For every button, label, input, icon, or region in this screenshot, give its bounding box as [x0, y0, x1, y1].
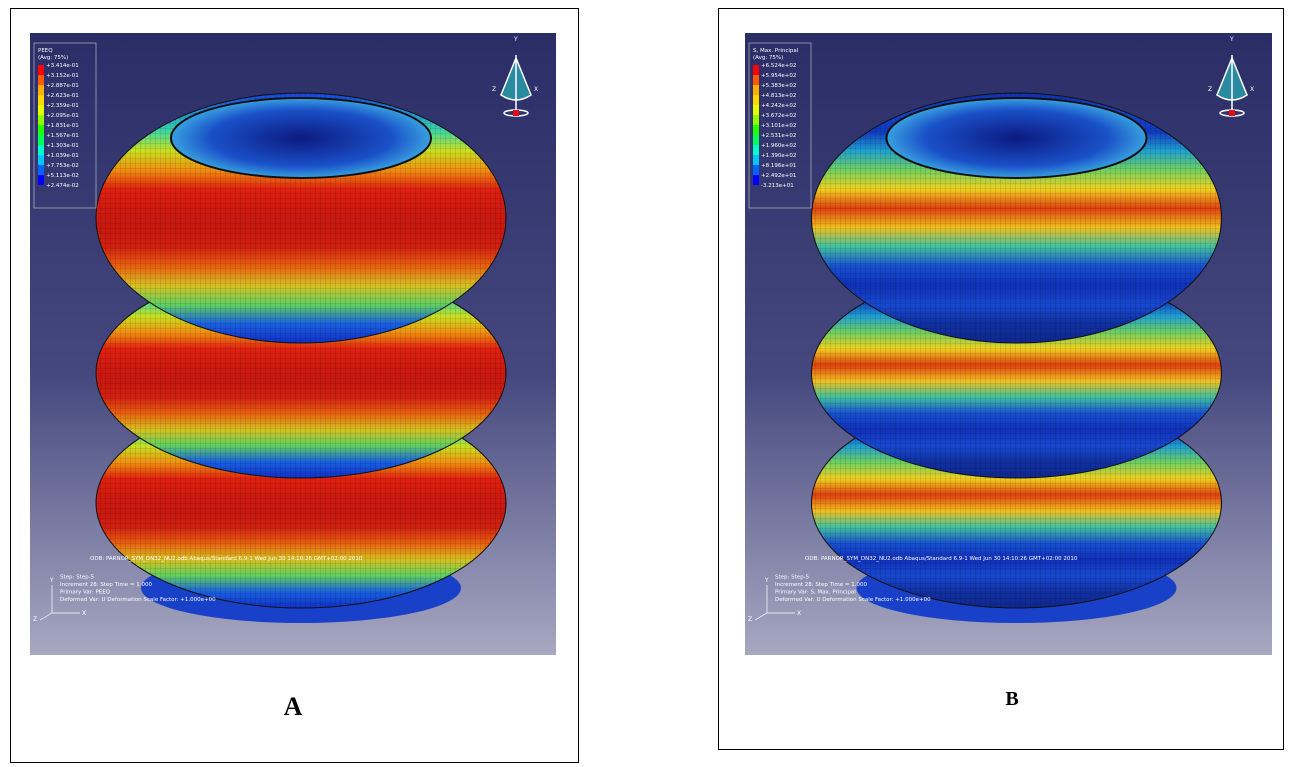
legend-title: S, Max. Principal — [753, 48, 799, 54]
legend-value: +4.242e+02 — [761, 103, 796, 109]
legend-value: -3.213e+01 — [761, 183, 794, 189]
legend-swatch — [753, 105, 759, 115]
triad-label: Z — [748, 616, 752, 623]
legend-swatch — [38, 75, 44, 85]
legend-swatch — [753, 65, 759, 75]
legend-value: +1.960e+02 — [761, 143, 796, 149]
legend-value: +5.954e+02 — [761, 73, 796, 79]
legend-swatch — [38, 125, 44, 135]
legend-value: +5.383e+02 — [761, 83, 796, 89]
legend-value: +5.113e-02 — [46, 173, 79, 179]
legend-value: +3.101e+02 — [761, 123, 796, 129]
legend-swatch — [38, 145, 44, 155]
info-text: Primary Var: S, Max. Principal — [775, 590, 856, 596]
info-text: Increment 28: Step Time = 1.000 — [60, 582, 152, 588]
triad-label: Y — [764, 577, 769, 584]
page: {"panels": [ {"label": "A", "legend": {"… — [0, 0, 1295, 767]
legend-value: +2.359e-01 — [46, 103, 79, 109]
legend-value: +1.039e-01 — [46, 153, 79, 159]
simulation-image: S, Max. Principal(Avg: 75%) +6.524e+02 +5.… — [745, 33, 1272, 655]
legend-value: +1.831e-01 — [46, 123, 79, 129]
legend-swatch — [38, 115, 44, 125]
legend-swatch — [38, 175, 44, 185]
legend-value: +1.567e-01 — [46, 133, 79, 139]
legend-swatch — [38, 85, 44, 95]
legend-swatch — [38, 165, 44, 175]
simulation-image: PEEQ(Avg: 75%) +3.414e-01 +3.152e-01 +2.887… — [30, 33, 556, 655]
legend-value: +1.303e-01 — [46, 143, 79, 149]
legend-value: +2.474e-02 — [46, 183, 79, 189]
view-origin — [513, 110, 519, 116]
legend-swatch — [38, 105, 44, 115]
legend-swatch — [753, 85, 759, 95]
info-text: ODB: PARNOR_SYM_DN32_NU2.odb Abaqus/Stan… — [805, 556, 1078, 562]
ring-opening — [171, 98, 431, 178]
triad-label: Y — [49, 577, 54, 584]
legend-swatch — [753, 125, 759, 135]
legend-title: PEEQ — [38, 48, 53, 54]
legend-swatch — [38, 65, 44, 75]
view-triad-label: X — [534, 86, 538, 93]
view-triad-label: Z — [1208, 86, 1212, 93]
legend-value: +2.887e-01 — [46, 83, 79, 89]
legend-value: +3.414e-01 — [46, 63, 79, 69]
triad-label: X — [82, 610, 86, 617]
info-text: Step: Step-5 — [775, 575, 810, 581]
legend-swatch — [753, 115, 759, 125]
info-text: Primary Var: PEEQ — [60, 590, 111, 596]
info-text: Deformed Var: U Deformation Scale Factor… — [60, 597, 216, 603]
legend-swatch — [753, 155, 759, 165]
legend-subtitle: (Avg: 75%) — [753, 55, 783, 61]
legend-swatch — [753, 95, 759, 105]
legend-swatch — [753, 175, 759, 185]
view-triad-label: Y — [1229, 36, 1234, 43]
legend-value: +2.623e-01 — [46, 93, 79, 99]
view-triad-label: X — [1250, 86, 1254, 93]
legend-value: +1.390e+02 — [761, 153, 796, 159]
info-text: Increment 28: Step Time = 1.000 — [775, 582, 867, 588]
info-text: Deformed Var: U Deformation Scale Factor… — [775, 597, 931, 603]
ring-opening — [887, 98, 1147, 178]
panel-label: B — [962, 688, 1062, 711]
legend-value: +2.095e-01 — [46, 113, 79, 119]
info-text: Step: Step-5 — [60, 575, 95, 581]
legend-value: +2.531e+02 — [761, 133, 796, 139]
info-text: ODB: PARNOR_SYM_DN32_NU2.odb Abaqus/Stan… — [90, 556, 363, 562]
legend-swatch — [753, 145, 759, 155]
legend-subtitle: (Avg: 75%) — [38, 55, 68, 61]
legend-value: +4.813e+02 — [761, 93, 796, 99]
legend-swatch — [38, 95, 44, 105]
view-origin — [1229, 110, 1235, 116]
triad-label: X — [797, 610, 801, 617]
legend-swatch — [38, 135, 44, 145]
legend-swatch — [753, 75, 759, 85]
legend-swatch — [753, 165, 759, 175]
legend-value: +2.492e+01 — [761, 173, 796, 179]
view-triad-label: Y — [513, 36, 518, 43]
view-triad-label: Z — [492, 86, 496, 93]
legend-value: +3.152e-01 — [46, 73, 79, 79]
legend-swatch — [753, 135, 759, 145]
legend-value: +6.524e+02 — [761, 63, 796, 69]
triad-label: Z — [33, 616, 37, 623]
legend-value: +8.196e+01 — [761, 163, 796, 169]
legend-value: +7.753e-02 — [46, 163, 79, 169]
legend-value: +3.672e+02 — [761, 113, 796, 119]
panel-label: A — [243, 692, 343, 722]
legend-swatch — [38, 155, 44, 165]
